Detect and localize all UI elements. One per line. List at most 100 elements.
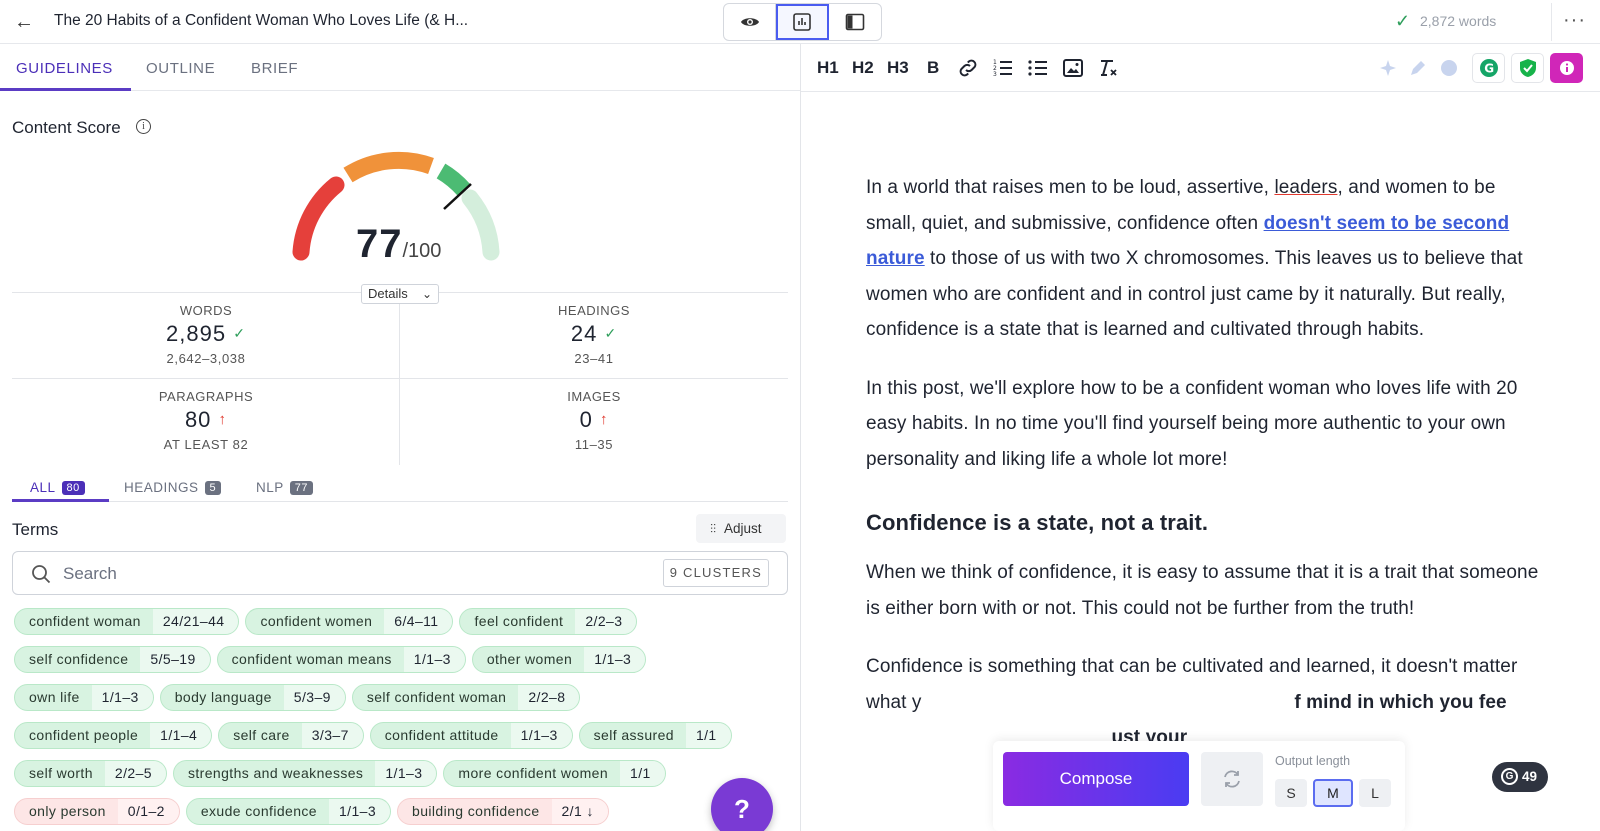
back-arrow-icon[interactable]: ← (14, 11, 34, 33)
check-icon: ✓ (233, 325, 246, 341)
search-icon (32, 565, 51, 584)
clusters-button[interactable]: 9 CLUSTERS (662, 559, 769, 587)
regenerate-button[interactable] (1201, 752, 1263, 806)
grammarly-button[interactable]: G (1472, 53, 1505, 83)
image-icon[interactable] (1061, 56, 1085, 80)
stat-value: 24 (570, 321, 598, 346)
text-run: Confidence is something that can be cult… (866, 656, 1518, 713)
shield-button[interactable] (1511, 53, 1544, 83)
size-m-button[interactable]: M (1313, 779, 1353, 807)
grammarly-badge[interactable]: G 49 (1492, 762, 1548, 792)
count-badge: 80 (61, 481, 85, 495)
size-s-button[interactable]: S (1275, 779, 1307, 807)
saved-check-icon: ✓ (1395, 11, 1411, 31)
term-text: body language (174, 689, 272, 705)
term-count: 3/3–7 (301, 723, 363, 748)
bold-button[interactable]: B (927, 58, 940, 77)
compose-button[interactable]: Compose (1003, 752, 1189, 806)
heading2-button[interactable]: H2 (852, 58, 874, 77)
info-plugin-button[interactable] (1550, 53, 1583, 83)
preview-eye-button[interactable] (724, 4, 777, 40)
chart-panel-icon (793, 13, 811, 31)
term-text: feel confident (474, 613, 564, 629)
ordered-list-icon[interactable]: 123 (991, 56, 1015, 80)
term-count: 1/1–3 (375, 761, 437, 786)
clear-format-icon[interactable] (1096, 56, 1120, 80)
gauge-segment-orange (343, 151, 434, 183)
active-filter-underline (12, 499, 109, 502)
pen-icon[interactable] (1406, 56, 1430, 80)
term-text: self worth (29, 765, 93, 781)
terms-search-input[interactable]: Search 9 CLUSTERS (12, 551, 788, 595)
term-chip[interactable]: confident people 1/1–4 (14, 722, 213, 749)
info-icon[interactable]: i (136, 119, 151, 134)
paragraph: In a world that raises men to be loud, a… (866, 170, 1546, 348)
link-icon[interactable] (956, 56, 980, 80)
term-chip[interactable]: confident attitude 1/1–3 (369, 722, 573, 749)
stat-label: WORDS (179, 303, 233, 318)
term-chip[interactable]: self confident woman 2/2–8 (351, 684, 581, 711)
content-score-title: Content Score (12, 118, 121, 137)
term-chip[interactable]: self assured 1/1 (578, 722, 732, 749)
term-chip[interactable]: confident woman 24/21–44 (14, 608, 240, 635)
term-chip[interactable]: confident woman means 1/1–3 (216, 646, 466, 673)
term-chip[interactable]: exude confidence 1/1–3 (185, 798, 392, 825)
term-chip[interactable]: self care 3/3–7 (218, 722, 364, 749)
term-chip[interactable]: confident women 6/4–11 (245, 608, 454, 635)
term-count: 1/1–3 (403, 647, 465, 672)
sparkle-icon[interactable] (1376, 56, 1400, 80)
stats-grid: WORDS 2,895 ✓ 2,642–3,038 HEADINGS 24 ✓ … (12, 292, 788, 465)
term-chip[interactable]: strengths and weaknesses 1/1–3 (172, 760, 438, 787)
adjust-button[interactable]: ⫶⫶ Adjust (696, 514, 786, 543)
term-count: 2/2–8 (518, 685, 580, 710)
document-title: The 20 Habits of a Confident Woman Who L… (54, 12, 469, 29)
score-max: /100 (402, 240, 442, 262)
sidebar-view-button[interactable] (829, 4, 881, 40)
filter-tab-nlp[interactable]: NLP 77 (256, 480, 314, 495)
term-chip[interactable]: other women 1/1–3 (471, 646, 647, 673)
term-chip[interactable]: more confident women 1/1 (443, 760, 666, 787)
bullet-list-icon[interactable] (1026, 56, 1050, 80)
tab-guidelines[interactable]: GUIDELINES (16, 60, 113, 77)
help-button[interactable]: ? (711, 778, 773, 831)
term-chip[interactable]: only person 0/1–2 (14, 798, 180, 825)
stat-paragraphs: PARAGRAPHS 80 ↑ AT LEAST 82 (56, 389, 356, 452)
size-l-button[interactable]: L (1359, 779, 1391, 807)
info-circle-icon (1559, 61, 1574, 75)
tab-brief[interactable]: BRIEF (251, 60, 299, 77)
svg-text:1: 1 (993, 59, 997, 66)
document-editor[interactable]: In a world that raises men to be loud, a… (866, 170, 1546, 779)
active-tab-underline (0, 88, 131, 91)
term-chip-row: confident woman 24/21–44 confident women 6/… (14, 608, 788, 640)
stat-headings: HEADINGS 24 ✓ 23–41 (444, 303, 744, 366)
grammarly-icon: G (1479, 59, 1498, 77)
heading1-button[interactable]: H1 (817, 58, 839, 77)
heading3-button[interactable]: H3 (887, 58, 909, 77)
term-chip[interactable]: self confidence 5/5–19 (14, 646, 211, 673)
term-count: 1/1 (620, 761, 665, 786)
term-chip[interactable]: self worth 2/2–5 (14, 760, 167, 787)
term-chip[interactable]: building confidence 2/1 ↓ (397, 798, 609, 825)
term-chip[interactable]: body language 5/3–9 (159, 684, 346, 711)
term-text: self confident woman (366, 689, 507, 705)
split-view-button[interactable] (776, 4, 829, 40)
term-filter-tabs: ALL 80 HEADINGS 5 NLP 77 (12, 472, 788, 502)
term-text: own life (29, 689, 80, 705)
flagged-word[interactable]: leaders (1274, 177, 1338, 198)
tab-outline[interactable]: OUTLINE (146, 60, 216, 77)
inline-link[interactable]: doesn't seem to be second nature (866, 212, 1510, 270)
adjust-label: Adjust (724, 521, 762, 536)
filter-tab-all[interactable]: ALL 80 (30, 480, 85, 495)
details-dropdown[interactable]: Details ⌄ (361, 284, 439, 304)
term-count: 0/1–2 (117, 799, 179, 824)
text-run: In a world that raises men to be loud, a… (866, 177, 1275, 198)
smiley-icon[interactable] (1437, 56, 1461, 80)
filter-tab-headings[interactable]: HEADINGS 5 (124, 480, 222, 495)
eye-icon (740, 18, 759, 26)
grammarly-count: 49 (1522, 769, 1538, 784)
more-options-button[interactable]: ··· (1551, 3, 1597, 41)
stat-value: 80 (184, 407, 212, 432)
term-chip[interactable]: own life 1/1–3 (14, 684, 154, 711)
term-chip[interactable]: feel confident 2/2–3 (459, 608, 638, 635)
